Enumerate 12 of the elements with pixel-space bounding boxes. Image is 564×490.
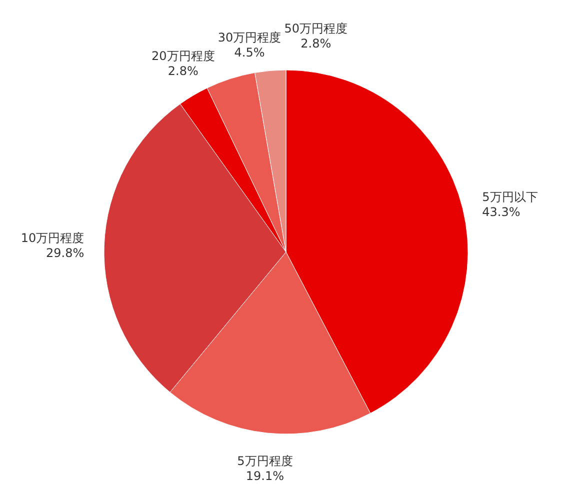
data-label: 2.8% — [300, 36, 332, 51]
slice-label: 10万円程度 — [20, 230, 84, 245]
slice-label: 5万円程度 — [237, 454, 293, 468]
slice-label: 5万円以下 — [482, 190, 538, 204]
slice-label: 30万円程度 — [218, 30, 282, 45]
data-label: 29.8% — [46, 246, 84, 260]
slice-label: 20万円程度 — [151, 49, 215, 64]
data-label: 2.8% — [168, 64, 198, 78]
data-label: 4.5% — [234, 46, 265, 60]
data-label: 19.1% — [246, 468, 284, 483]
slice-label: 50万円程度 — [284, 22, 348, 36]
data-label: 43.3% — [482, 204, 520, 219]
